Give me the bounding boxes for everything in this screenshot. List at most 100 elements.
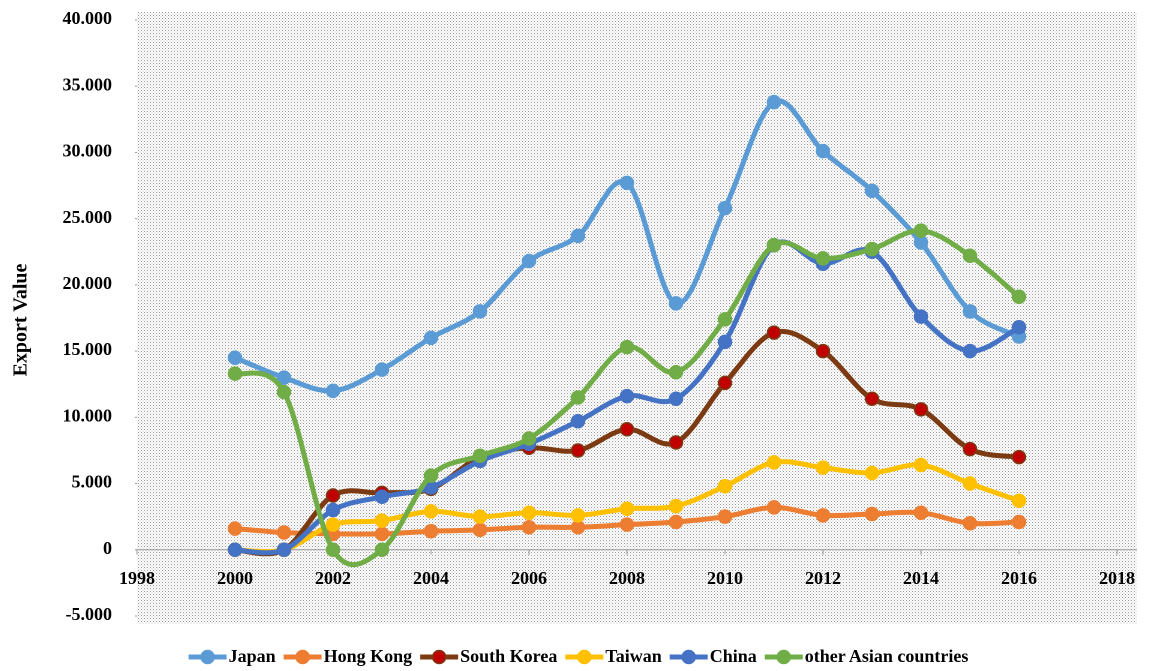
- marker: [913, 505, 929, 520]
- marker: [668, 365, 684, 380]
- y-tick-label: -5.000: [66, 604, 113, 624]
- x-tick-label: 2004: [413, 568, 449, 588]
- marker: [766, 500, 782, 515]
- marker: [815, 251, 831, 266]
- marker: [668, 498, 684, 514]
- legend-item: other Asian countries: [764, 646, 969, 666]
- marker: [766, 325, 782, 340]
- legend-label: other Asian countries: [805, 646, 969, 666]
- marker: [619, 517, 635, 532]
- marker: [472, 522, 488, 538]
- y-tick-label: 15.000: [63, 339, 113, 359]
- marker: [815, 143, 831, 159]
- marker: [325, 383, 341, 399]
- series-line: [234, 239, 1021, 556]
- y-tick-label: 35.000: [63, 74, 113, 94]
- marker: [276, 542, 292, 558]
- marker: [374, 489, 390, 505]
- marker: [521, 505, 537, 520]
- marker: [717, 509, 733, 524]
- marker: [913, 402, 929, 417]
- legend-marker: [200, 649, 215, 665]
- marker: [962, 516, 978, 531]
- marker: [521, 520, 537, 535]
- y-tick-label: 40.000: [63, 8, 113, 28]
- y-tick-label: 0: [103, 538, 112, 558]
- marker: [668, 296, 684, 311]
- x-tick-label: 2010: [707, 568, 743, 588]
- marker: [570, 414, 586, 429]
- legend: Japan Hong Kong South Korea Taiwan China othe…: [188, 646, 969, 666]
- marker: [1011, 514, 1027, 530]
- marker: [570, 443, 586, 458]
- marker: [325, 517, 341, 532]
- marker: [619, 388, 635, 404]
- marker: [619, 422, 635, 437]
- marker: [521, 431, 537, 446]
- marker: [374, 526, 390, 542]
- marker: [276, 525, 292, 540]
- marker: [472, 509, 488, 524]
- marker: [668, 391, 684, 407]
- marker: [962, 304, 978, 319]
- marker: [325, 542, 341, 558]
- legend-marker: [577, 649, 592, 665]
- marker: [521, 253, 537, 269]
- marker: [472, 448, 488, 463]
- legend-label: Hong Kong: [324, 646, 413, 666]
- marker: [913, 235, 929, 250]
- marker: [619, 339, 635, 355]
- marker: [962, 343, 978, 359]
- x-tick-label: 2014: [903, 568, 939, 588]
- y-tick-label: 5.000: [72, 472, 113, 492]
- y-tick-label: 30.000: [63, 141, 113, 161]
- marker: [570, 228, 586, 244]
- x-tick-label: 1998: [119, 568, 155, 588]
- marker: [619, 501, 635, 516]
- marker: [913, 457, 929, 473]
- marker: [1011, 320, 1027, 335]
- marker: [570, 508, 586, 523]
- marker: [227, 366, 243, 381]
- legend-item: Hong Kong: [283, 646, 413, 666]
- marker: [374, 362, 390, 377]
- marker: [570, 390, 586, 405]
- marker: [276, 370, 292, 385]
- y-tick-label: 25.000: [63, 207, 113, 227]
- marker: [815, 460, 831, 475]
- marker: [276, 384, 292, 400]
- y-tick-label: 20.000: [63, 273, 113, 293]
- x-tick-label: 2016: [1001, 568, 1037, 588]
- marker: [227, 350, 243, 365]
- legend-item: South Korea: [420, 646, 557, 666]
- marker: [1011, 493, 1027, 509]
- marker: [374, 542, 390, 558]
- marker: [423, 468, 439, 483]
- marker: [864, 506, 880, 522]
- marker: [717, 312, 733, 327]
- marker: [227, 542, 243, 558]
- marker: [717, 375, 733, 391]
- legend-item: Japan: [188, 646, 276, 666]
- legend-marker: [681, 649, 696, 665]
- legend-label: South Korea: [460, 646, 557, 666]
- marker: [913, 309, 929, 324]
- marker: [472, 304, 488, 319]
- legend-label: Japan: [229, 646, 276, 666]
- y-axis-label: Export Value: [10, 263, 32, 376]
- x-tick-label: 2002: [315, 568, 351, 588]
- marker: [913, 223, 929, 238]
- legend-marker: [431, 649, 447, 665]
- y-tick-label: 10.000: [63, 405, 113, 425]
- x-tick-label: 2018: [1099, 568, 1135, 588]
- marker: [668, 514, 684, 530]
- marker: [570, 520, 586, 535]
- marker: [766, 237, 782, 253]
- marker: [1011, 289, 1027, 305]
- marker: [717, 200, 733, 216]
- marker: [864, 183, 880, 199]
- marker: [962, 476, 978, 491]
- marker: [423, 504, 439, 519]
- legend-marker: [776, 649, 791, 665]
